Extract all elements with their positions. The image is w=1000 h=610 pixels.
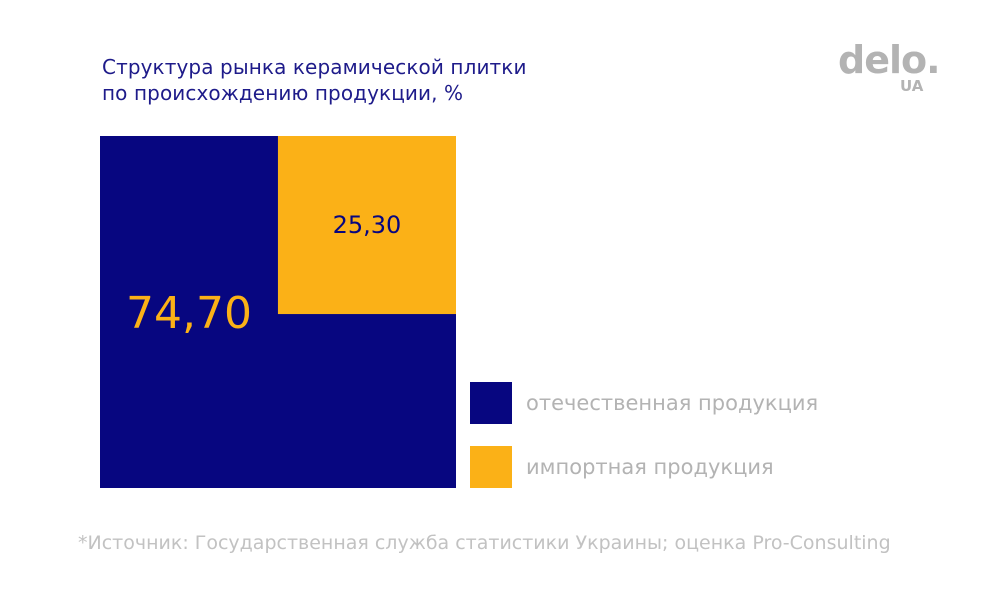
treemap-chart: 74,70 25,30 <box>100 136 456 488</box>
logo-word: delo. <box>838 38 941 82</box>
legend-label-domestic: отечественная продукция <box>526 391 819 415</box>
chart-title: Структура рынка керамической плитки по п… <box>102 54 527 106</box>
chart-title-line-2: по происхождению продукции, % <box>102 81 464 105</box>
tile-import <box>277 136 456 315</box>
legend-swatch-import <box>470 446 512 488</box>
source-note: *Источник: Государственная служба статис… <box>78 532 891 554</box>
delo-logo: delo. UA <box>838 38 941 98</box>
legend-item-domestic: отечественная продукция <box>470 382 870 426</box>
legend-item-import: импортная продукция <box>470 446 870 490</box>
data-label-domestic: 74,70 <box>126 288 252 339</box>
legend-swatch-domestic <box>470 382 512 424</box>
chart-title-line-1: Структура рынка керамической плитки <box>102 55 527 79</box>
legend-label-import: импортная продукция <box>526 455 774 479</box>
data-label-import: 25,30 <box>333 211 402 239</box>
logo-tld: UA <box>900 77 924 95</box>
